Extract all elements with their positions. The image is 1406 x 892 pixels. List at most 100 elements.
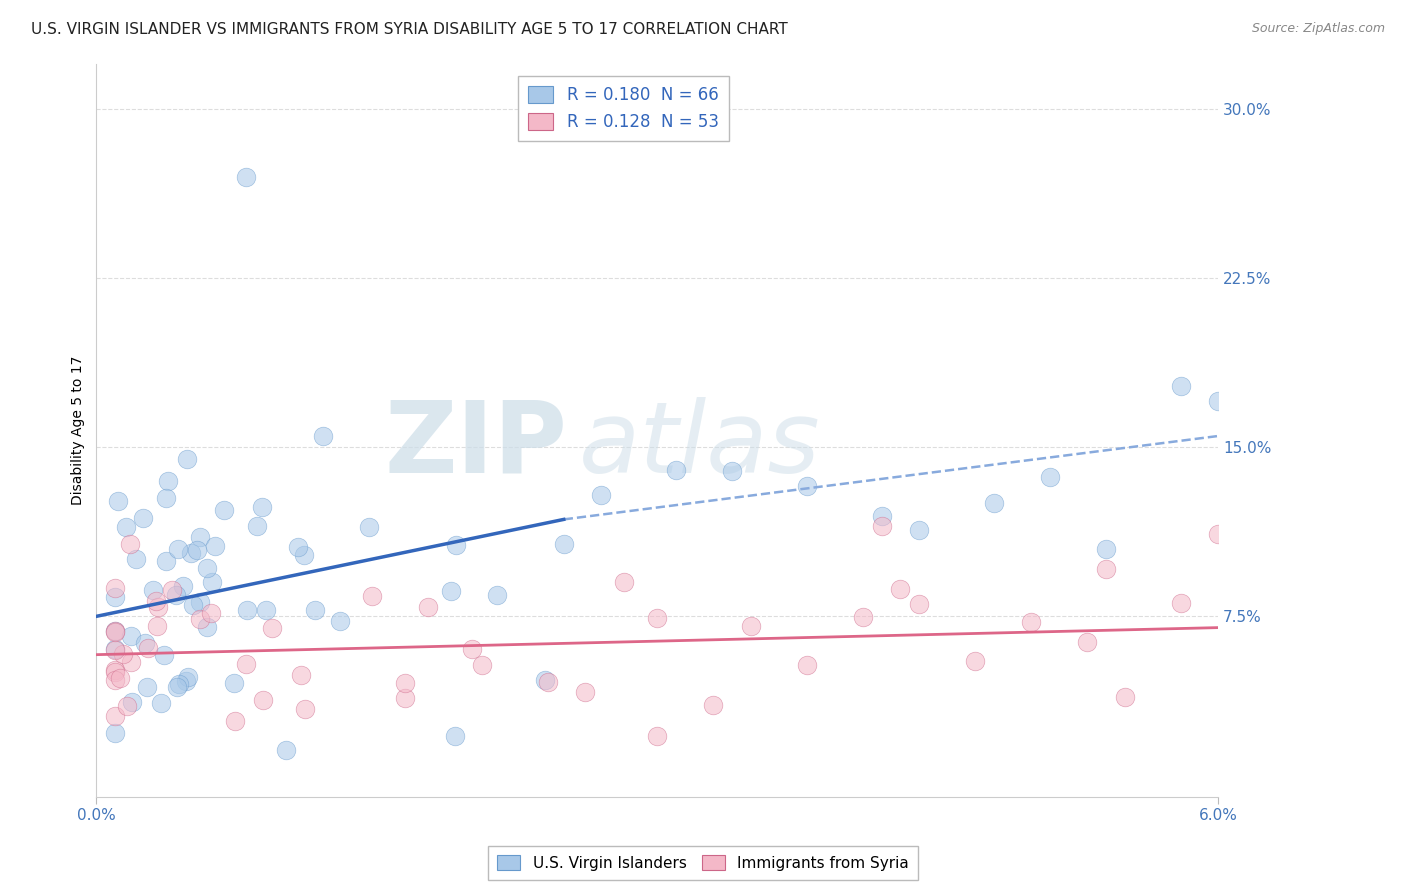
Y-axis label: Disability Age 5 to 17: Disability Age 5 to 17 [72, 356, 86, 505]
Point [287, 540, 309, 554]
Point [124, 552, 146, 566]
Point [290, 667, 312, 681]
Point [418, 599, 440, 614]
Point [160, 583, 183, 598]
Point [235, 657, 257, 672]
Point [201, 575, 224, 590]
Point [870, 519, 893, 533]
Point [591, 488, 613, 502]
Point [471, 658, 494, 673]
Point [852, 610, 875, 624]
Point [169, 677, 191, 691]
Point [796, 657, 818, 672]
Legend: R = 0.180  N = 66, R = 0.128  N = 53: R = 0.180 N = 66, R = 0.128 N = 53 [519, 76, 728, 141]
Point [485, 588, 508, 602]
Point [195, 561, 218, 575]
Point [155, 554, 177, 568]
Point [236, 603, 259, 617]
Point [235, 169, 257, 184]
Point [444, 538, 467, 552]
Point [145, 594, 167, 608]
Point [294, 702, 316, 716]
Point [153, 648, 176, 663]
Point [176, 673, 198, 688]
Point [120, 629, 142, 643]
Point [461, 642, 484, 657]
Point [394, 691, 416, 706]
Point [190, 612, 212, 626]
Point [613, 575, 636, 590]
Point [200, 607, 222, 621]
Point [104, 663, 127, 677]
Point [1095, 541, 1118, 556]
Point [120, 655, 142, 669]
Point [180, 546, 202, 560]
Text: ZIP: ZIP [385, 397, 568, 493]
Point [574, 685, 596, 699]
Point [533, 673, 555, 687]
Point [104, 624, 127, 638]
Point [1114, 690, 1136, 705]
Point [357, 520, 380, 534]
Point [146, 600, 169, 615]
Point [176, 452, 198, 467]
Point [115, 520, 138, 534]
Point [104, 624, 127, 638]
Point [262, 621, 284, 635]
Point [118, 537, 141, 551]
Point [665, 463, 688, 477]
Point [104, 643, 127, 657]
Point [104, 708, 127, 723]
Point [104, 665, 127, 679]
Point [104, 725, 127, 739]
Point [107, 494, 129, 508]
Point [110, 671, 132, 685]
Point [136, 680, 159, 694]
Point [252, 692, 274, 706]
Point [142, 583, 165, 598]
Point [312, 429, 335, 443]
Point [1095, 562, 1118, 576]
Text: U.S. VIRGIN ISLANDER VS IMMIGRANTS FROM SYRIA DISABILITY AGE 5 TO 17 CORRELATION: U.S. VIRGIN ISLANDER VS IMMIGRANTS FROM … [31, 22, 787, 37]
Point [1170, 596, 1192, 610]
Point [132, 511, 155, 525]
Point [702, 698, 724, 712]
Point [112, 647, 135, 661]
Point [254, 602, 277, 616]
Point [183, 598, 205, 612]
Point [440, 584, 463, 599]
Point [104, 642, 127, 657]
Point [172, 579, 194, 593]
Point [721, 463, 744, 477]
Point [965, 654, 987, 668]
Point [204, 540, 226, 554]
Point [870, 509, 893, 524]
Point [104, 590, 127, 604]
Point [222, 676, 245, 690]
Point [104, 624, 127, 639]
Point [245, 518, 267, 533]
Point [1263, 591, 1285, 606]
Point [361, 589, 384, 603]
Point [1244, 610, 1267, 624]
Point [276, 742, 298, 756]
Point [329, 614, 352, 628]
Point [134, 636, 156, 650]
Point [188, 595, 211, 609]
Point [195, 620, 218, 634]
Text: atlas: atlas [579, 397, 820, 493]
Point [645, 611, 668, 625]
Point [537, 675, 560, 690]
Point [1019, 615, 1042, 629]
Point [150, 696, 173, 710]
Point [1206, 526, 1229, 541]
Point [166, 681, 188, 695]
Point [796, 479, 818, 493]
Point [304, 603, 326, 617]
Point [553, 537, 575, 551]
Point [146, 619, 169, 633]
Point [394, 675, 416, 690]
Point [908, 597, 931, 611]
Point [104, 581, 127, 595]
Point [292, 548, 315, 562]
